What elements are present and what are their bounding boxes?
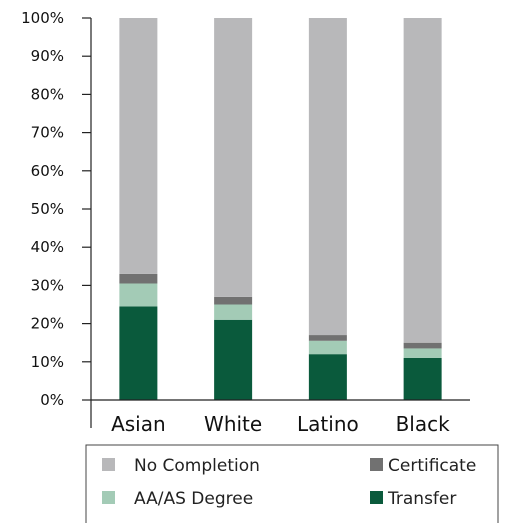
x-tick-label: Black	[396, 412, 451, 436]
y-tick-label: 30%	[31, 276, 64, 294]
bar-segment-black-transfer	[403, 357, 442, 400]
bar-segment-white-certificate	[214, 296, 253, 305]
bar-segment-asian-certificate	[119, 273, 158, 284]
bar-segment-asian-no-completion	[119, 18, 158, 274]
y-tick-label: 90%	[31, 47, 64, 65]
y-tick-label: 20%	[31, 315, 64, 333]
bar-segment-latino-certificate	[308, 335, 347, 341]
bar-segment-asian-aa-as-degree	[119, 283, 158, 307]
legend: No Completion Certificate AA/AS Degree Tran…	[85, 444, 499, 523]
bar-segment-white-transfer	[214, 319, 253, 400]
y-tick-label: 80%	[31, 85, 64, 103]
y-tick-label: 0%	[40, 391, 64, 409]
y-tick-label: 50%	[31, 200, 64, 218]
x-tick-label: White	[204, 412, 262, 436]
y-tick-label: 60%	[31, 162, 64, 180]
x-tick-label: Asian	[111, 412, 166, 436]
legend-swatch-no-completion	[102, 458, 115, 471]
x-tick-label: Latino	[297, 412, 359, 436]
bar-segment-asian-transfer	[119, 306, 158, 400]
y-axis: 0% 10% 20% 30% 40% 50% 60% 70% 80% 90% 100%	[21, 9, 92, 428]
legend-swatch-aa-as-degree	[102, 491, 115, 504]
y-tick-label: 70%	[31, 124, 64, 142]
legend-border	[85, 444, 499, 523]
y-tick-label: 10%	[31, 353, 64, 371]
bars	[119, 18, 442, 400]
bar-segment-latino-aa-as-degree	[308, 340, 347, 355]
x-axis: Asian White Latino Black	[91, 399, 470, 436]
bar-segment-white-aa-as-degree	[214, 304, 253, 320]
bar-segment-latino-transfer	[308, 354, 347, 400]
y-tick-label: 100%	[21, 9, 64, 27]
legend-swatch-certificate	[370, 458, 383, 471]
bar-segment-white-no-completion	[214, 18, 253, 297]
bar-segment-black-aa-as-degree	[403, 348, 442, 358]
bar-segment-black-no-completion	[403, 18, 442, 343]
bar-segment-black-certificate	[403, 342, 442, 349]
legend-label-certificate: Certificate	[388, 456, 476, 476]
legend-swatch-transfer	[370, 491, 383, 504]
legend-label-transfer: Transfer	[387, 489, 456, 509]
legend-label-no-completion: No Completion	[134, 456, 260, 476]
legend-label-aa-as-degree: AA/AS Degree	[134, 489, 253, 509]
y-tick-label: 40%	[31, 238, 64, 256]
bar-segment-latino-no-completion	[308, 18, 347, 336]
